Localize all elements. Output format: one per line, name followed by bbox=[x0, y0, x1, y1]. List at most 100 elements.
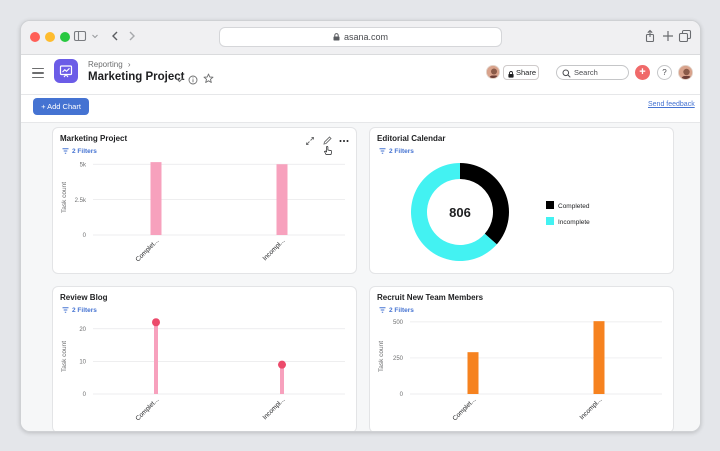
y-axis-label: Task count bbox=[61, 341, 68, 372]
search-placeholder: Search bbox=[574, 68, 598, 77]
page-title[interactable]: Marketing Project bbox=[88, 71, 185, 83]
filters-label: 2 Filters bbox=[389, 148, 414, 155]
chevron-down-icon[interactable] bbox=[91, 29, 101, 45]
address-bar[interactable]: asana.com bbox=[219, 27, 502, 47]
add-chart-button[interactable]: + Add Chart bbox=[33, 98, 89, 115]
chart-card-review-blog[interactable]: 0 10 20 Task count Complet... Incompl... Revi… bbox=[52, 286, 357, 431]
donut-total: 806 bbox=[449, 205, 471, 220]
legend-swatch bbox=[546, 201, 554, 209]
line-chart: 0 10 20 Task count Complet... Incompl... bbox=[61, 318, 345, 422]
edit-pencil-icon[interactable] bbox=[320, 134, 334, 148]
hand-cursor-icon bbox=[323, 143, 333, 161]
legend-item-incomplete: Incomplete bbox=[546, 217, 590, 226]
y-tick-label: 0 bbox=[83, 392, 87, 398]
y-tick-label: 250 bbox=[393, 356, 404, 362]
filter-icon bbox=[379, 148, 386, 156]
quick-add-button[interactable]: + bbox=[635, 65, 650, 80]
y-tick-label: 2.5k bbox=[75, 198, 87, 204]
filter-icon bbox=[379, 307, 386, 315]
star-icon[interactable] bbox=[203, 71, 214, 89]
x-tick-label: Complet... bbox=[135, 237, 161, 263]
y-tick-label: 10 bbox=[79, 360, 86, 366]
bar bbox=[593, 321, 605, 394]
tabs-overview-icon[interactable] bbox=[678, 29, 694, 45]
legend-item-completed: Completed bbox=[546, 201, 589, 210]
donut-chart bbox=[411, 163, 509, 261]
share-icon[interactable] bbox=[643, 29, 659, 45]
chart-card-marketing-project[interactable]: 0 2.5k 5k Task count Complet... Incompl... Ma… bbox=[52, 127, 357, 274]
filters-label: 2 Filters bbox=[389, 307, 414, 314]
more-options-icon[interactable] bbox=[337, 134, 351, 148]
filter-icon bbox=[62, 148, 69, 156]
bar-chart: 0 2.5k 5k Task count Complet... Incompl... bbox=[61, 162, 345, 263]
avatar[interactable] bbox=[486, 65, 500, 79]
x-tick-label: Complet... bbox=[452, 396, 478, 422]
url-text: asana.com bbox=[343, 32, 389, 42]
filters-label: 2 Filters bbox=[72, 307, 97, 314]
search-icon bbox=[562, 69, 571, 78]
chevron-right-icon: › bbox=[127, 60, 131, 69]
bar-chart: 0 250 500 Task count Complet... Incompl... bbox=[378, 320, 662, 422]
share-label: Share bbox=[516, 68, 537, 77]
data-stem bbox=[154, 322, 158, 394]
browser-window: asana.com Reporting › Marketing Project bbox=[20, 20, 701, 432]
donut-slice-completed bbox=[460, 163, 509, 245]
sidebar-toggle-icon[interactable] bbox=[73, 29, 89, 45]
lock-icon bbox=[333, 29, 340, 47]
bar bbox=[150, 162, 162, 235]
x-tick-label: Incompl... bbox=[262, 237, 287, 262]
legend-label: Incomplete bbox=[558, 219, 590, 226]
legend-label: Completed bbox=[558, 203, 590, 210]
browser-toolbar: asana.com bbox=[21, 21, 700, 55]
asana-app: Reporting › Marketing Project bbox=[21, 55, 700, 431]
filter-icon bbox=[62, 307, 69, 315]
lock-icon bbox=[508, 69, 514, 82]
close-window-button[interactable] bbox=[30, 32, 40, 42]
bar bbox=[276, 164, 288, 235]
maximize-window-button[interactable] bbox=[60, 32, 70, 42]
bar bbox=[467, 352, 479, 394]
y-tick-label: 20 bbox=[79, 327, 86, 333]
card-title: Editorial Calendar bbox=[377, 134, 446, 143]
card-title: Recruit New Team Members bbox=[377, 293, 484, 302]
y-tick-label: 5k bbox=[80, 162, 87, 168]
filters-button[interactable]: 2 Filters bbox=[62, 307, 97, 315]
data-stem bbox=[280, 364, 284, 394]
filters-button[interactable]: 2 Filters bbox=[379, 307, 414, 315]
breadcrumb[interactable]: Reporting › bbox=[88, 60, 131, 69]
x-tick-label: Incompl... bbox=[579, 396, 604, 421]
data-point bbox=[152, 318, 160, 327]
chart-card-editorial-calendar[interactable]: Editorial Calendar 2 Filters 806 Complet… bbox=[369, 127, 674, 274]
dashboard-toolbar: + Add Chart Send feedback bbox=[21, 95, 700, 123]
search-input[interactable]: Search bbox=[556, 65, 629, 80]
card-toolbar bbox=[303, 134, 355, 155]
chart-card-recruit-team[interactable]: 0 250 500 Task count Complet... Incompl... Re… bbox=[369, 286, 674, 431]
send-feedback-link[interactable]: Send feedback bbox=[648, 101, 695, 108]
back-arrow-icon[interactable] bbox=[108, 29, 124, 45]
y-axis-label: Task count bbox=[61, 182, 68, 213]
legend-swatch bbox=[546, 217, 554, 225]
card-title: Review Blog bbox=[60, 293, 108, 302]
card-title: Marketing Project bbox=[60, 134, 128, 143]
new-tab-icon[interactable] bbox=[661, 29, 677, 45]
filters-button[interactable]: 2 Filters bbox=[62, 148, 97, 156]
user-avatar[interactable] bbox=[678, 65, 693, 80]
y-axis-label: Task count bbox=[378, 341, 385, 372]
x-tick-label: Complet... bbox=[135, 396, 161, 422]
project-icon bbox=[54, 59, 78, 83]
menu-icon[interactable] bbox=[32, 68, 44, 79]
info-icon[interactable] bbox=[188, 72, 198, 90]
y-tick-label: 0 bbox=[400, 392, 404, 398]
help-button[interactable]: ? bbox=[657, 65, 672, 80]
y-tick-label: 500 bbox=[393, 320, 404, 326]
share-button[interactable]: Share bbox=[503, 65, 539, 80]
minimize-window-button[interactable] bbox=[45, 32, 55, 42]
chevron-down-icon[interactable] bbox=[175, 72, 184, 90]
donut-slice-incomplete bbox=[411, 163, 497, 261]
filters-button[interactable]: 2 Filters bbox=[379, 148, 414, 156]
expand-icon[interactable] bbox=[303, 134, 317, 148]
forward-arrow-icon[interactable] bbox=[125, 29, 141, 45]
breadcrumb-reporting[interactable]: Reporting bbox=[88, 60, 123, 69]
data-point bbox=[278, 360, 286, 369]
x-tick-label: Incompl... bbox=[262, 396, 287, 421]
